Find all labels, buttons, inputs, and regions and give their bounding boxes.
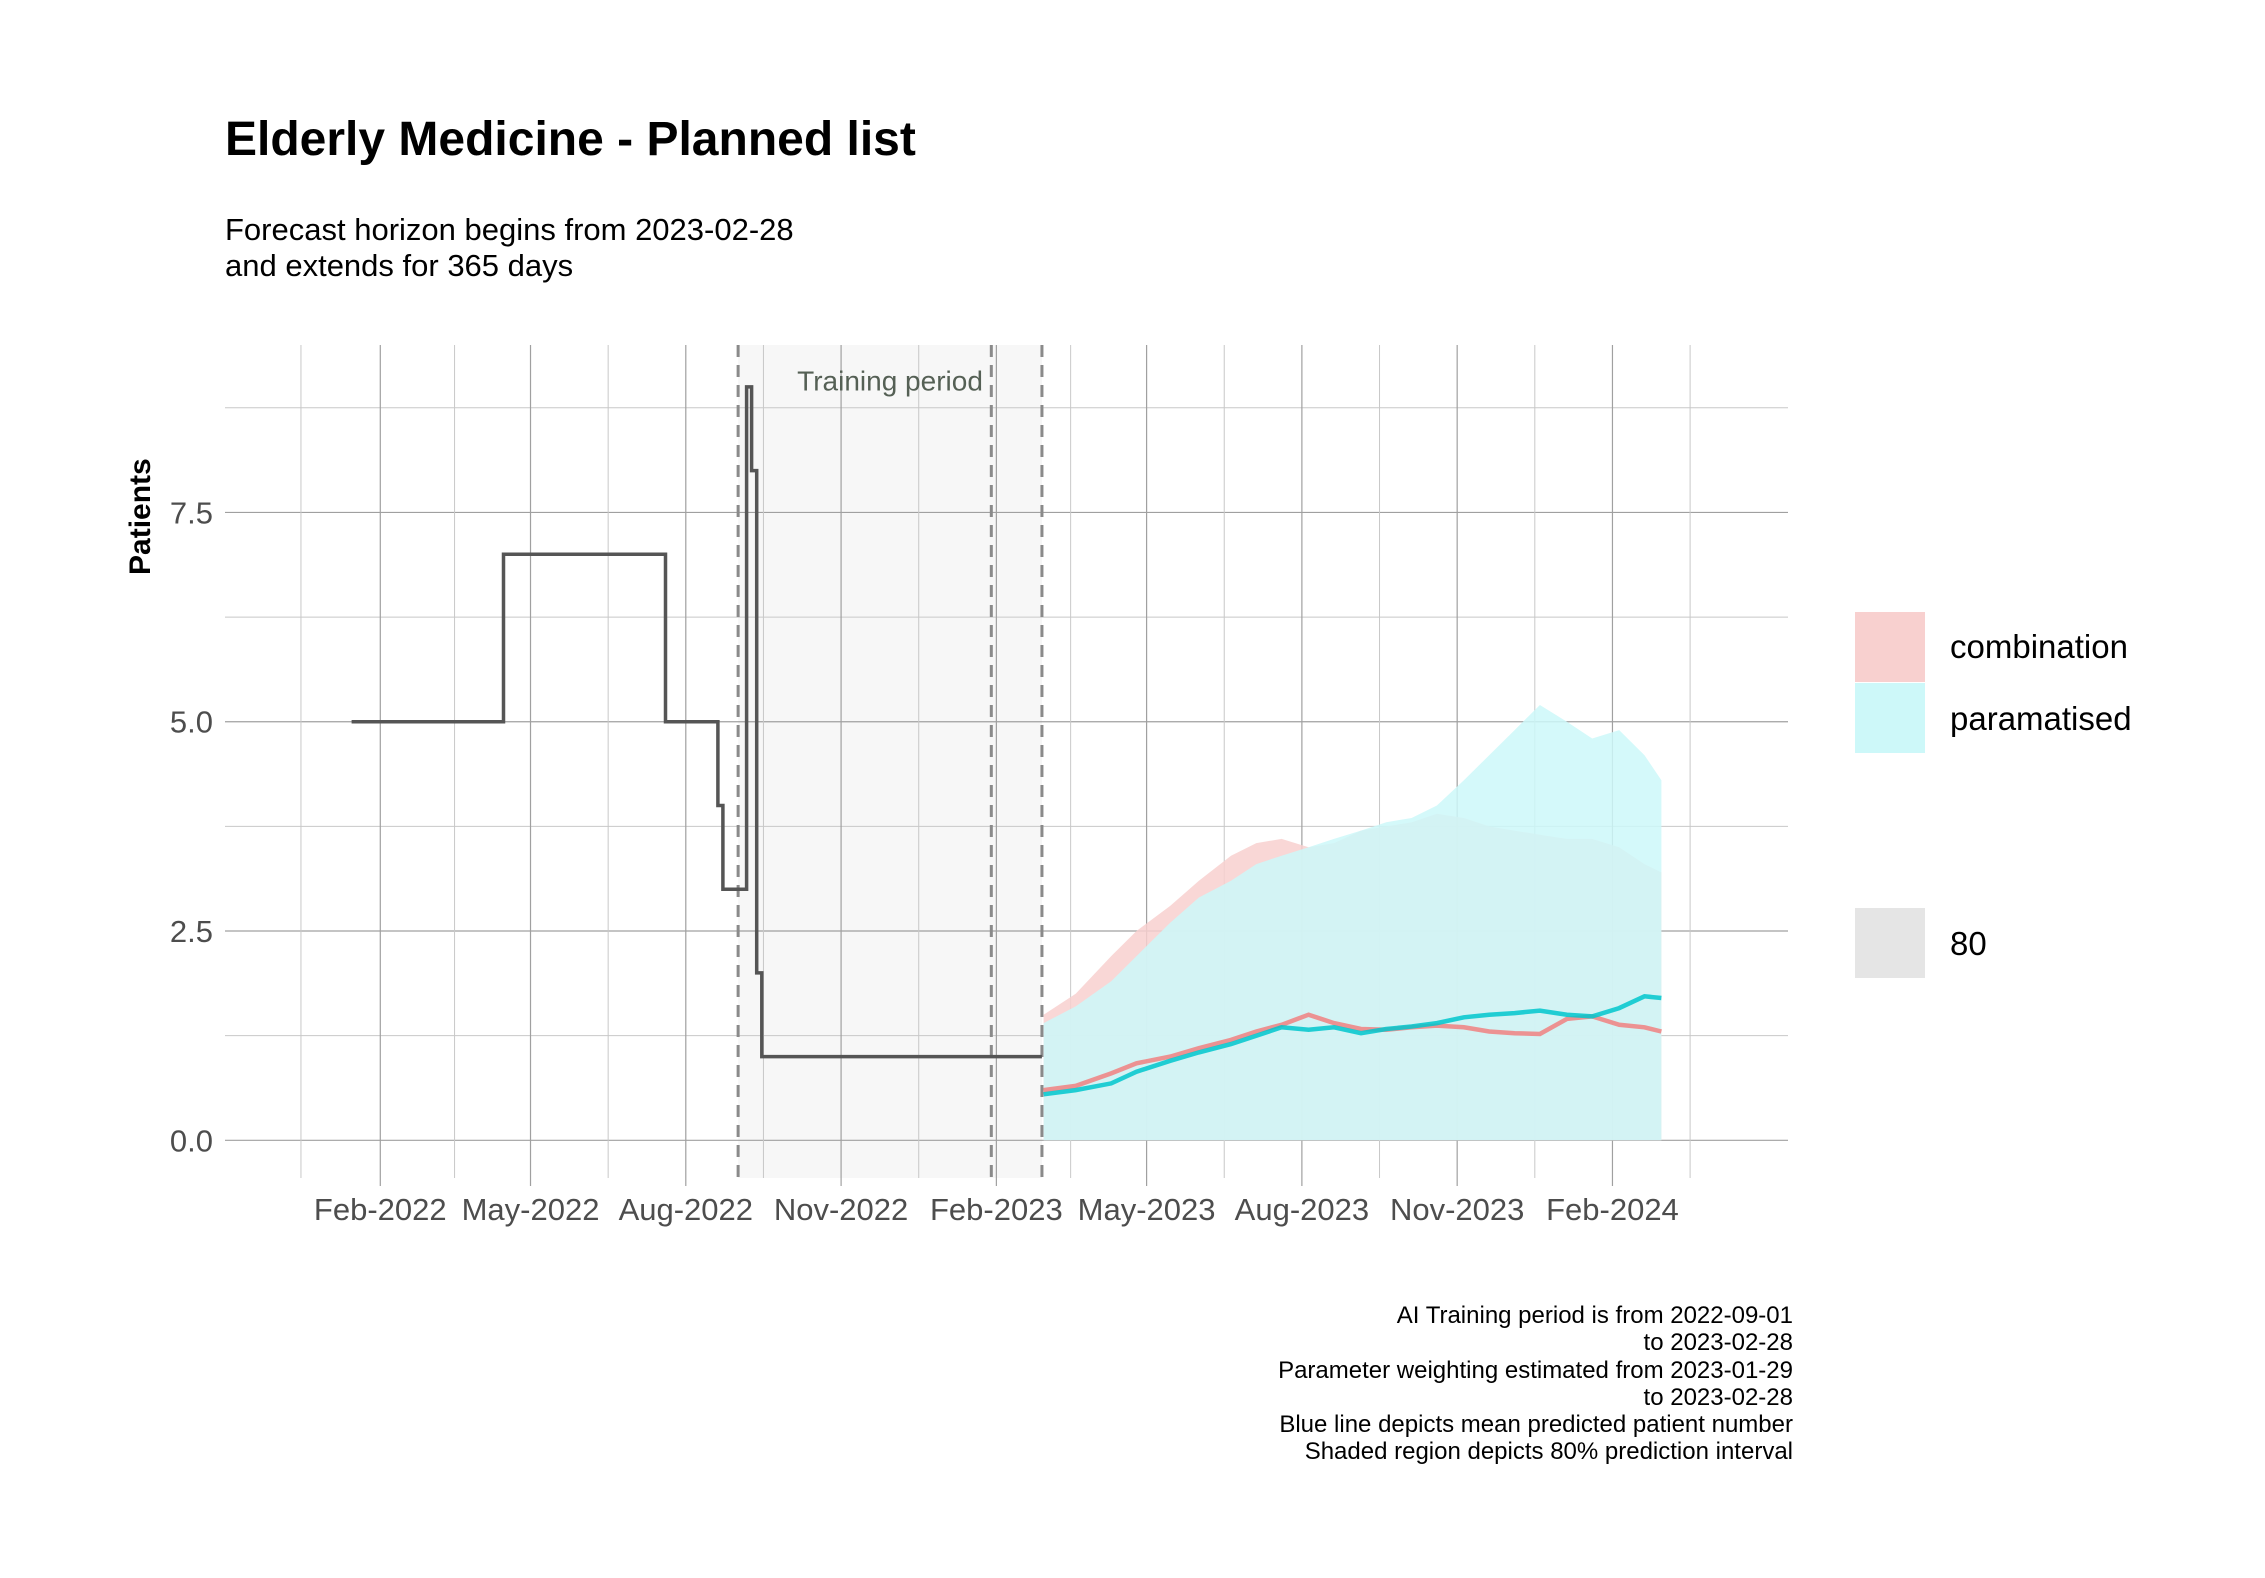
y-tick-label: 7.5 (170, 495, 213, 530)
y-axis-label: Patients (124, 458, 157, 575)
history-line (351, 385, 1042, 1059)
caption-line-5: Blue line depicts mean predicted patient… (1279, 1411, 1793, 1438)
x-tick-label: Feb-2024 (1546, 1192, 1679, 1227)
chart-subtitle-line-2: and extends for 365 days (225, 248, 574, 283)
x-tick-label: Nov-2023 (1390, 1192, 1524, 1227)
x-tick-label: May-2023 (1078, 1192, 1216, 1227)
legend-key-combination (1855, 612, 1925, 682)
chart-title: Elderly Medicine - Planned list (225, 113, 916, 166)
x-tick-label: Nov-2022 (774, 1192, 908, 1227)
caption-line-2: to 2023-02-28 (1643, 1329, 1793, 1356)
x-tick-label: Aug-2022 (619, 1192, 753, 1227)
x-tick-label: May-2022 (462, 1192, 600, 1227)
legend-key-paramatised (1855, 683, 1925, 753)
training-period-label: Training period (797, 365, 983, 396)
legend-key-interval (1855, 908, 1925, 978)
legend-label-combination: combination (1950, 628, 2128, 665)
legend-label-paramatised: paramatised (1950, 700, 2132, 737)
training-period-band (738, 345, 1042, 1178)
interval-band-paramatised (1043, 705, 1662, 1141)
chart-subtitle-line-1: Forecast horizon begins from 2023-02-28 (225, 212, 794, 247)
x-tick-label: Feb-2023 (930, 1192, 1063, 1227)
legend-label-interval: 80 (1950, 925, 1987, 962)
y-tick-label: 5.0 (170, 705, 213, 740)
caption-line-1: AI Training period is from 2022-09-01 (1396, 1302, 1793, 1329)
caption-line-4: to 2023-02-28 (1643, 1384, 1793, 1411)
y-tick-label: 2.5 (170, 914, 213, 949)
caption-line-6: Shaded region depicts 80% prediction int… (1304, 1438, 1793, 1465)
x-tick-label: Aug-2023 (1235, 1192, 1369, 1227)
y-tick-label: 0.0 (170, 1123, 213, 1158)
mean-line-paramatised (1043, 993, 1662, 1097)
caption-line-3: Parameter weighting estimated from 2023-… (1278, 1357, 1793, 1384)
x-tick-label: Feb-2022 (314, 1192, 447, 1227)
